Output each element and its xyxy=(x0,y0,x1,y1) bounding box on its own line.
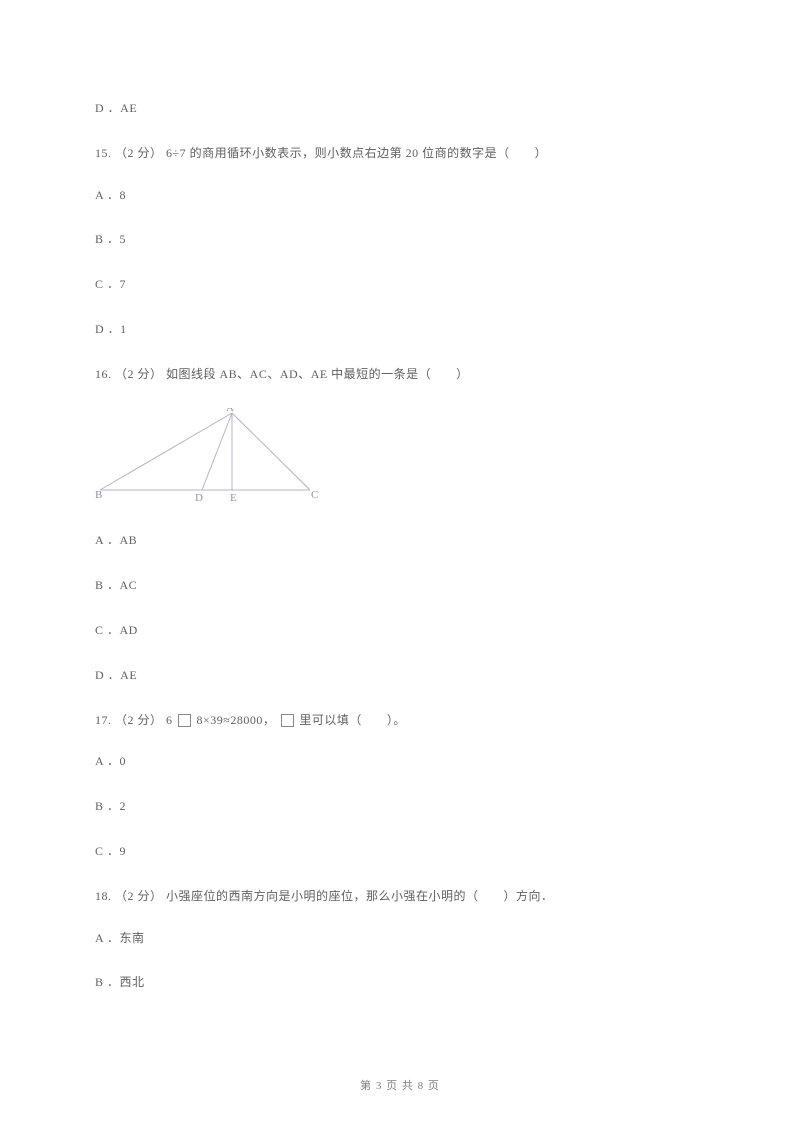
option-label: D ． xyxy=(95,322,120,336)
q15-option-c: C ．7 xyxy=(95,276,705,293)
label-c: C xyxy=(311,489,318,501)
option-text: AD xyxy=(120,623,138,637)
option-text: 0 xyxy=(120,754,127,768)
page-footer: 第 3 页 共 8 页 xyxy=(0,1079,800,1094)
option-text: 7 xyxy=(120,277,127,291)
option-label: A ． xyxy=(95,533,120,547)
option-label: B ． xyxy=(95,232,120,246)
question-number: 18. xyxy=(95,889,112,903)
question-number: 15. xyxy=(95,146,112,160)
option-text: 西北 xyxy=(120,975,145,989)
question-text-after: 里可以填（ ）。 xyxy=(296,713,406,727)
question-points: （2 分） xyxy=(115,367,163,381)
question-15: 15. （2 分） 6÷7 的商用循环小数表示，则小数点右边第 20 位商的数字… xyxy=(95,145,705,162)
q16-option-d: D ．AE xyxy=(95,667,705,684)
footer-text: 第 3 页 共 8 页 xyxy=(360,1080,440,1092)
option-label: D ． xyxy=(95,668,120,682)
question-text: 如图线段 AB、AC、AD、AE 中最短的一条是（ ） xyxy=(163,367,469,381)
option-text: 2 xyxy=(120,799,127,813)
question-text-mid: 8×39≈28000， xyxy=(193,713,279,727)
option-label: C ． xyxy=(95,844,120,858)
q18-option-b: B ．西北 xyxy=(95,974,705,991)
option-label: C ． xyxy=(95,623,120,637)
question-text: 6÷7 的商用循环小数表示，则小数点右边第 20 位商的数字是（ ） xyxy=(163,146,548,160)
q16-option-c: C ．AD xyxy=(95,622,705,639)
question-16: 16. （2 分） 如图线段 AB、AC、AD、AE 中最短的一条是（ ） xyxy=(95,366,705,383)
option-text: AE xyxy=(120,668,137,682)
triangle-diagram: A B C D E xyxy=(95,408,705,513)
option-text: AB xyxy=(120,533,138,547)
option-text: 8 xyxy=(120,188,127,202)
question-text: 小强座位的西南方向是小明的座位，那么小强在小明的（ ）方向． xyxy=(163,889,554,903)
q17-option-c: C ．9 xyxy=(95,843,705,860)
q15-option-d: D ．1 xyxy=(95,321,705,338)
question-text-before: 6 xyxy=(163,713,177,727)
label-e: E xyxy=(230,492,237,504)
q17-option-a: A ．0 xyxy=(95,753,705,770)
option-label: B ． xyxy=(95,975,120,989)
q15-option-b: B ．5 xyxy=(95,231,705,248)
option-text: 1 xyxy=(120,322,127,336)
option-text: 东南 xyxy=(120,931,145,945)
blank-box-icon xyxy=(178,714,191,727)
option-label: A ． xyxy=(95,754,120,768)
q16-option-b: B ．AC xyxy=(95,577,705,594)
q17-option-b: B ．2 xyxy=(95,798,705,815)
question-number: 17. xyxy=(95,713,112,727)
blank-box-icon xyxy=(281,714,294,727)
option-label: C ． xyxy=(95,277,120,291)
option-text: 5 xyxy=(120,232,127,246)
q16-option-a: A ．AB xyxy=(95,532,705,549)
option-d-orphan: D ．AE xyxy=(95,100,705,117)
option-text: AC xyxy=(120,578,138,592)
question-18: 18. （2 分） 小强座位的西南方向是小明的座位，那么小强在小明的（ ）方向． xyxy=(95,888,705,905)
option-label: A ． xyxy=(95,188,120,202)
question-points: （2 分） xyxy=(115,146,163,160)
question-17: 17. （2 分） 6 8×39≈28000， 里可以填（ ）。 xyxy=(95,712,705,729)
option-label: A ． xyxy=(95,931,120,945)
label-b: B xyxy=(95,489,102,501)
option-text: 9 xyxy=(120,844,127,858)
question-number: 16. xyxy=(95,367,112,381)
option-text: AE xyxy=(120,101,137,115)
question-points: （2 分） xyxy=(115,713,163,727)
option-label: D ． xyxy=(95,101,120,115)
question-points: （2 分） xyxy=(115,889,163,903)
option-label: B ． xyxy=(95,799,120,813)
label-d: D xyxy=(195,492,203,504)
option-label: B ． xyxy=(95,578,120,592)
label-a: A xyxy=(226,408,234,414)
q15-option-a: A ．8 xyxy=(95,187,705,204)
q18-option-a: A ．东南 xyxy=(95,930,705,947)
